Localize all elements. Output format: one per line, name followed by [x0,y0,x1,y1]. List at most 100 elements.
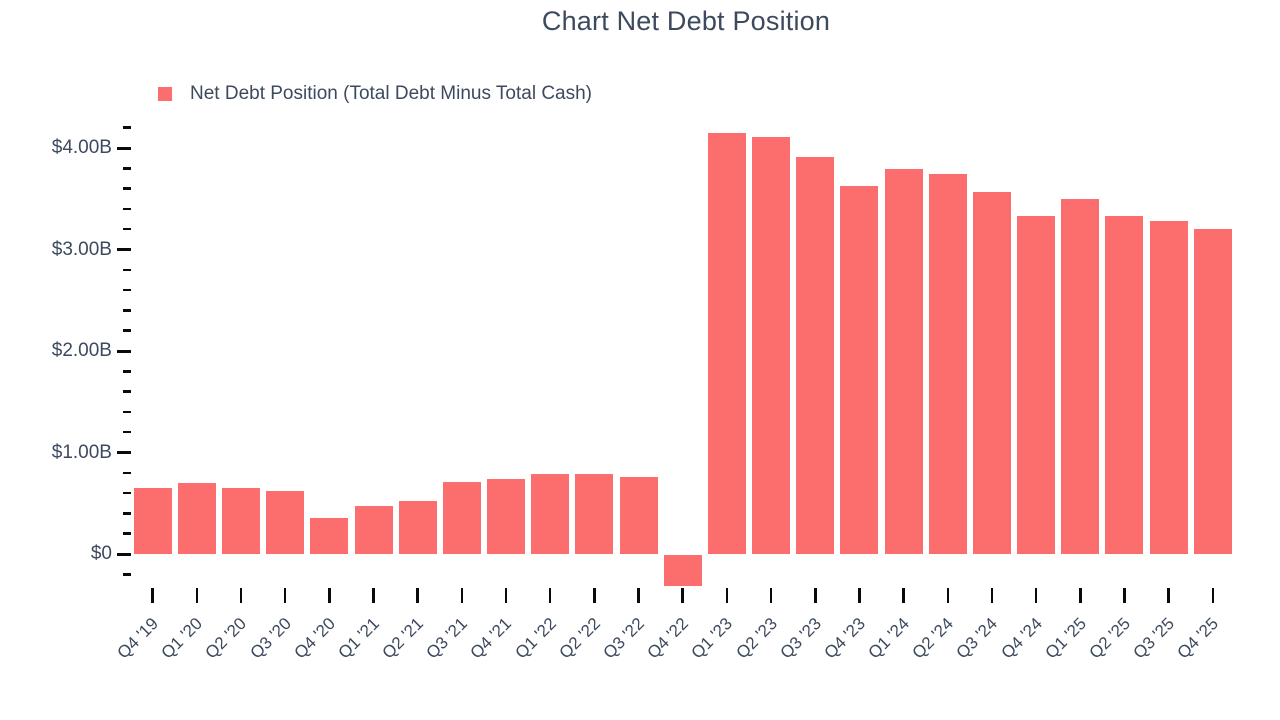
x-axis-label: Q3 '21 [422,614,472,663]
bar[interactable] [619,476,658,554]
y-axis-minor-tick [123,126,131,129]
y-axis-minor-tick [123,329,131,332]
x-axis-tick [195,588,199,603]
chart-title: Chart Net Debt Position [541,6,831,36]
bar[interactable] [928,174,967,554]
x-axis-tick [283,588,287,603]
bar[interactable] [398,501,437,554]
x-axis-label: Q3 '22 [599,614,648,663]
bar[interactable] [487,478,526,554]
x-axis-label: Q4 '20 [290,614,339,663]
bar[interactable] [354,506,393,554]
bar[interactable] [1105,216,1144,554]
x-axis-tick [416,588,419,603]
x-axis-tick [858,588,861,603]
bar[interactable] [575,473,614,554]
y-axis-label: $4.00B [51,137,112,158]
x-axis-label: Q3 '25 [1129,614,1179,663]
x-axis-label: Q4 '19 [113,614,163,663]
bar[interactable] [1017,216,1056,554]
x-axis-tick [769,588,773,603]
bar[interactable] [133,488,172,554]
legend-item[interactable]: Net Debt Position (Total Debt Minus Tota… [158,83,592,105]
bar[interactable] [1193,229,1232,554]
x-axis-tick [1123,588,1126,603]
y-axis-label: $1.00B [51,441,112,463]
x-axis-label: Q4 '25 [1173,614,1223,663]
bar[interactable] [707,132,746,554]
bar[interactable] [752,136,791,554]
x-axis-label: Q1 '25 [1041,614,1090,663]
x-axis-label: Q1 '22 [511,614,560,663]
y-axis-minor-tick [123,390,131,393]
legend-marker-swatch [158,87,172,101]
x-axis-label: Q2 '20 [201,614,251,663]
bar[interactable] [972,191,1011,554]
x-axis-label: Q3 '23 [776,614,825,663]
x-axis-label: Q2 '22 [555,614,604,663]
x-axis-tick [151,588,154,603]
y-axis-major-tick [117,552,131,556]
x-axis-tick [593,588,596,603]
y-axis-minor-tick [123,512,131,515]
bar[interactable] [531,473,570,554]
bar[interactable] [442,481,481,554]
x-axis-tick [946,588,949,603]
bar[interactable] [1149,221,1188,554]
y-axis-minor-tick [123,207,131,211]
x-axis-tick [1167,588,1170,603]
x-axis-tick [460,588,464,603]
x-axis-tick [1211,588,1215,603]
x-axis-label: Q2 '23 [732,614,781,663]
y-axis-minor-tick [123,167,131,170]
x-axis-label: Q3 '20 [246,614,295,663]
x-axis-label: Q1 '23 [687,614,737,663]
x-axis-tick [372,588,375,603]
y-axis-major-tick [117,451,131,454]
bar[interactable] [663,555,702,587]
x-axis-tick [725,588,729,603]
x-axis-tick [814,588,817,603]
y-axis-minor-tick [123,187,131,190]
x-axis-label: Q1 '24 [864,614,914,663]
y-axis-label: $0 [90,543,112,564]
y-axis-minor-tick [123,491,131,495]
x-axis-tick [1034,588,1038,603]
bar[interactable] [796,157,835,554]
bar[interactable] [310,518,349,554]
y-axis-label: $3.00B [51,238,112,260]
x-axis-tick [990,588,994,603]
y-axis-minor-tick [123,573,131,576]
bar[interactable] [884,169,923,554]
y-axis-minor-tick [123,370,131,373]
y-axis-minor-tick [123,268,131,272]
y-axis-major-tick [117,146,131,150]
y-axis-label: $2.00B [51,340,112,361]
legend-label: Net Debt Position (Total Debt Minus Tota… [190,83,592,104]
bar[interactable] [222,488,261,554]
y-axis-minor-tick [123,410,131,414]
x-axis-label: Q2 '24 [908,614,958,663]
x-axis-label: Q4 '21 [467,614,516,663]
x-axis-tick [637,588,640,603]
x-axis-label: Q4 '24 [997,614,1046,663]
bar[interactable] [177,482,216,554]
x-axis-tick [1079,588,1082,603]
bar[interactable] [840,185,879,554]
y-axis-minor-tick [123,430,131,434]
y-axis-minor-tick [123,471,131,475]
y-axis-major-tick [117,349,131,353]
x-axis-label: Q2 '21 [378,614,428,663]
x-axis-tick [681,588,684,603]
y-axis-major-tick [117,248,131,251]
x-axis-tick [902,588,905,603]
bar[interactable] [266,491,305,554]
y-axis-minor-tick [123,288,131,292]
x-axis-label: Q4 '22 [643,614,693,663]
x-axis-label: Q1 '21 [334,614,383,663]
x-axis-tick [328,588,331,603]
bar[interactable] [1061,198,1100,554]
x-axis-tick [548,588,552,603]
x-axis-label: Q1 '20 [157,614,207,663]
